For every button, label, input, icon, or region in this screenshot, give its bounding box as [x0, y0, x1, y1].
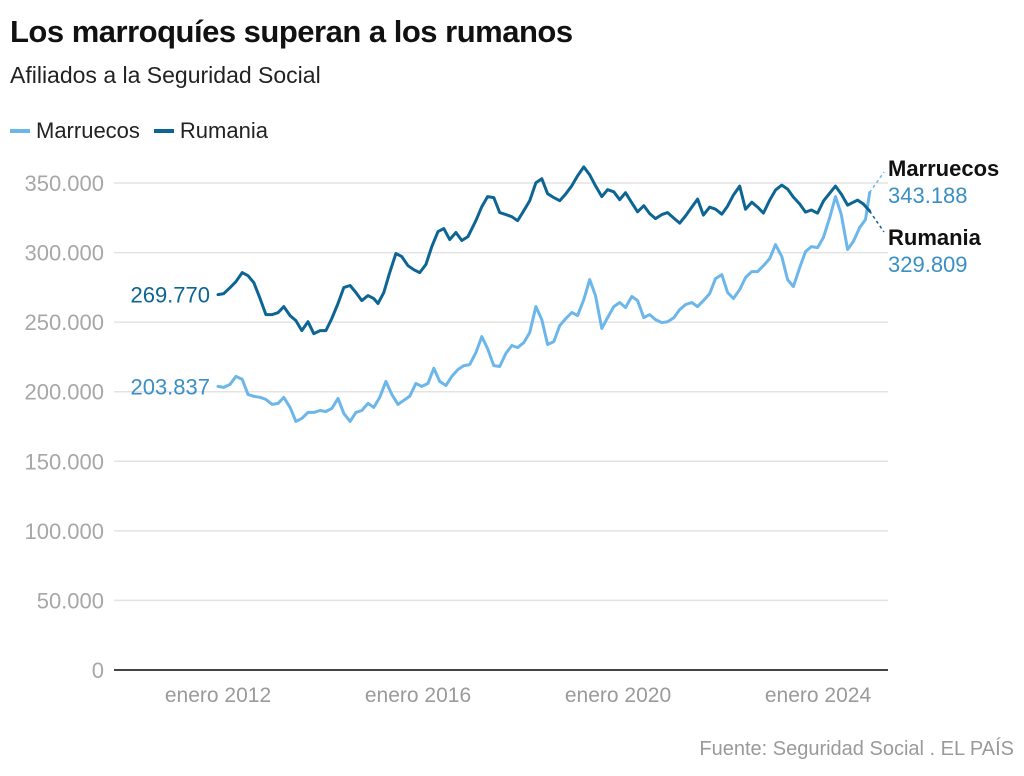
end-connector-marruecos — [869, 171, 885, 193]
y-tick-label: 350.000 — [24, 171, 104, 196]
y-tick-label: 300.000 — [24, 241, 104, 266]
y-axis-ticks: 0 50.000 100.000 150.000 200.000 250.000 300.0… — [24, 171, 104, 683]
x-tick-label: enero 2016 — [365, 684, 471, 707]
start-value-label-marruecos: 203.837 — [130, 374, 210, 399]
y-tick-label: 200.000 — [24, 380, 104, 405]
y-tick-label: 150.000 — [24, 449, 104, 474]
x-axis-ticks: enero 2012 enero 2016 enero 2020 enero 2024 — [165, 684, 872, 707]
legend: Marruecos Rumania — [10, 118, 282, 144]
y-tick-label: 0 — [92, 658, 104, 683]
end-value-label-marruecos: 343.188 — [888, 183, 968, 208]
source-note: Fuente: Seguridad Social . EL PAÍS — [699, 738, 1014, 760]
series-line-marruecos — [216, 191, 872, 423]
x-tick-label: enero 2020 — [565, 684, 671, 707]
series-line-rumania — [216, 165, 872, 336]
y-tick-label: 100.000 — [24, 519, 104, 544]
series-lines — [216, 165, 872, 423]
legend-label-rumania: Rumania — [179, 118, 268, 143]
chart-title: Los marroquíes superan a los rumanos — [10, 14, 573, 49]
legend-label-marruecos: Marruecos — [36, 118, 140, 143]
legend-item-rumania: Rumania — [153, 118, 268, 144]
end-name-label-marruecos: Marruecos — [888, 156, 999, 181]
start-value-label-rumania: 269.770 — [130, 283, 210, 308]
legend-swatch-marruecos — [10, 129, 30, 133]
end-name-label-rumania: Rumania — [888, 225, 982, 250]
legend-swatch-rumania — [153, 129, 174, 133]
x-tick-label: enero 2024 — [765, 684, 872, 707]
gridlines — [114, 182, 888, 671]
y-tick-label: 250.000 — [24, 310, 104, 335]
chart-subtitle: Afiliados a la Seguridad Social — [10, 62, 321, 88]
end-value-label-rumania: 329.809 — [888, 252, 968, 277]
y-tick-label: 50.000 — [37, 588, 104, 613]
x-tick-label: enero 2012 — [165, 684, 271, 707]
end-connector-rumania — [869, 210, 885, 233]
legend-item-marruecos: Marruecos — [10, 118, 140, 144]
